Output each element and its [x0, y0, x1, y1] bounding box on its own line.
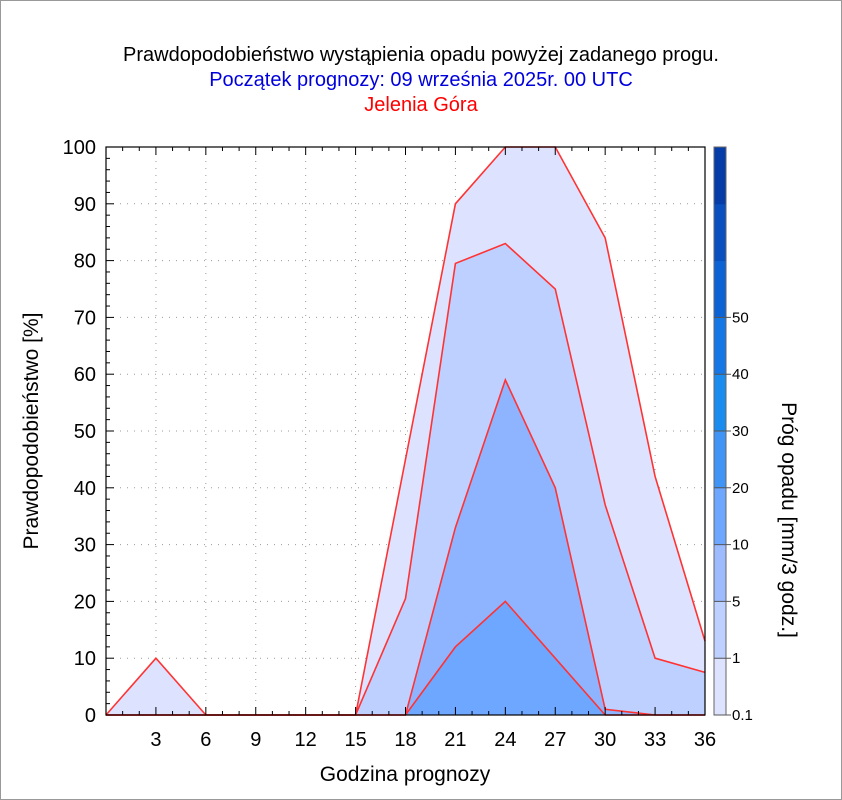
x-tick-label: 15	[344, 729, 366, 751]
colorbar-segment	[714, 147, 726, 205]
y-tick-label: 0	[85, 705, 96, 727]
colorbar-label: 10	[732, 537, 749, 554]
x-tick-label: 27	[544, 729, 566, 751]
colorbar-segment	[714, 317, 726, 375]
x-tick-label: 36	[694, 729, 716, 751]
colorbar-segment	[714, 601, 726, 659]
colorbar-label: 5	[732, 593, 740, 610]
colorbar-segment	[714, 260, 726, 318]
x-tick-label: 33	[644, 729, 666, 751]
y-tick-label: 100	[63, 137, 96, 159]
colorbar-label: 1	[732, 650, 740, 667]
area-series	[105, 146, 706, 716]
axes: 3 6 9 12 15 18 21 24 27 30 33 360102030405060708090…	[63, 137, 717, 751]
x-tick-label: 9	[250, 729, 261, 751]
x-tick-label: 21	[444, 729, 466, 751]
x-tick-label: 12	[295, 729, 317, 751]
colorbar-label: 0.1	[732, 707, 753, 724]
y-tick-label: 70	[74, 307, 96, 329]
colorbar-label: 50	[732, 309, 749, 326]
colorbar-label: 40	[732, 366, 749, 383]
colorbar-segment	[714, 544, 726, 602]
x-tick-label: 30	[594, 729, 616, 751]
chart-title: Prawdopodobieństwo wystąpienia opadu pow…	[123, 44, 719, 66]
colorbar-segment	[714, 431, 726, 489]
colorbar-segment	[714, 374, 726, 432]
x-tick-label: 18	[394, 729, 416, 751]
y-tick-label: 10	[74, 648, 96, 670]
y-tick-label: 40	[74, 478, 96, 500]
y-tick-label: 20	[74, 591, 96, 613]
y-tick-label: 30	[74, 535, 96, 557]
y-tick-label: 80	[74, 251, 96, 273]
x-axis-title: Godzina prognozy	[320, 763, 491, 786]
area-threshold-10	[106, 601, 705, 715]
y-axis-title: Prawdopodobieństwo [%]	[20, 313, 43, 550]
colorbar-segment	[714, 487, 726, 546]
colorbar-segment	[714, 203, 726, 262]
x-tick-label: 3	[150, 729, 161, 751]
y-tick-label: 50	[74, 421, 96, 443]
colorbar-label: 30	[732, 423, 749, 440]
chart-subtitle: Początek prognozy: 09 września 2025r. 00…	[209, 69, 633, 91]
colorbar: 0.1 1 5 10 20 30 40 50	[713, 146, 753, 724]
x-tick-label: 24	[494, 729, 516, 751]
colorbar-label: 20	[732, 480, 749, 497]
chart-location: Jelenia Góra	[364, 94, 478, 116]
area-threshold-5	[106, 379, 705, 715]
x-tick-label: 6	[200, 729, 211, 751]
colorbar-title: Próg opadu [mm/3 godz.]	[777, 402, 800, 638]
y-tick-label: 90	[74, 194, 96, 216]
colorbar-segment	[714, 658, 726, 716]
y-tick-label: 60	[74, 364, 96, 386]
